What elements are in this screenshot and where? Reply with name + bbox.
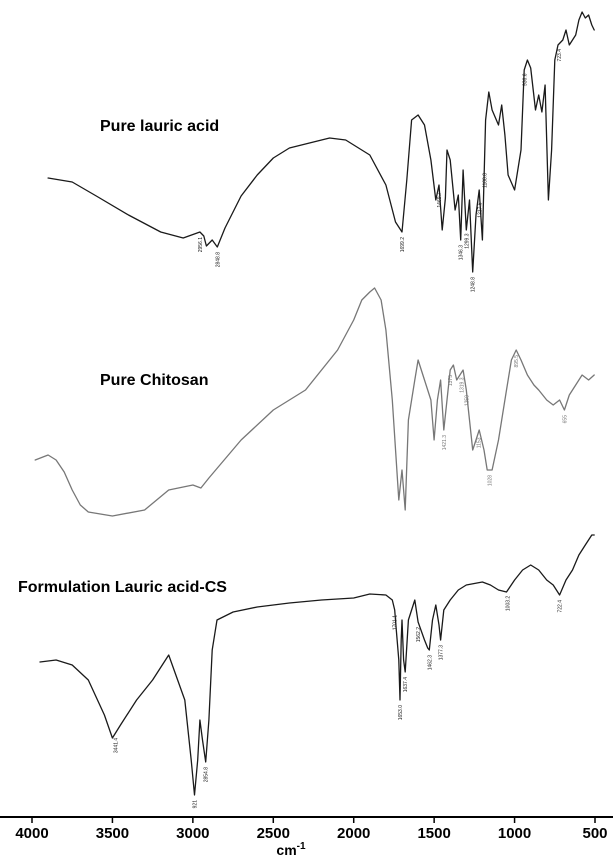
x-axis-unit-text: cm xyxy=(276,842,296,858)
peak-label: 1562.2 xyxy=(416,627,422,643)
peak-label: 1421.3 xyxy=(442,435,448,451)
peak-label: 1003.2 xyxy=(505,596,511,612)
peak-label: 1319.3 xyxy=(460,377,466,393)
x-axis-ticks: 4000 3500 3000 2500 2000 1500 1000 500 xyxy=(15,817,608,842)
spectrum-line-lauric-acid xyxy=(47,11,595,273)
spectrum-line-formulation xyxy=(39,534,595,796)
peak-label: 1377.3 xyxy=(439,645,445,661)
peak-label: 2956.1 xyxy=(198,237,204,253)
x-tick-label: 1500 xyxy=(417,825,450,842)
peak-label: 1299.3 xyxy=(465,233,471,249)
x-tick-label: 500 xyxy=(582,825,607,842)
spectrum-title-lauric-acid: Pure lauric acid xyxy=(100,118,219,135)
peak-label: 3441.4 xyxy=(114,738,120,754)
peak-label: 655 xyxy=(562,415,568,424)
spectrum-line-chitosan xyxy=(34,287,595,517)
peak-label: 1217.6 xyxy=(478,202,484,218)
peak-label: 1469.7 xyxy=(437,192,443,208)
peak-label: 1637.4 xyxy=(403,677,409,693)
peak-label: 936.6 xyxy=(523,73,529,86)
peak-label: 1188.8 xyxy=(482,173,488,188)
x-axis-unit-label: cm-1 xyxy=(276,841,306,858)
x-tick-label: 3000 xyxy=(176,825,209,842)
peak-label: 1028 xyxy=(488,475,494,486)
peak-label: 921 xyxy=(193,800,199,809)
peak-label: 2854.8 xyxy=(204,767,210,783)
x-tick-label: 1000 xyxy=(498,825,531,842)
peak-label: 1248.8 xyxy=(471,277,477,293)
peak-label: 1653.0 xyxy=(398,705,404,721)
peak-label: 1699.2 xyxy=(400,237,406,253)
peak-label: 895.5 xyxy=(514,355,520,368)
peak-label: 2848.8 xyxy=(215,252,221,268)
peak-label: 1462.3 xyxy=(427,655,433,671)
x-tick-label: 2000 xyxy=(337,825,370,842)
peak-label: 723.4 xyxy=(557,49,563,62)
x-tick-label: 2500 xyxy=(257,825,290,842)
peak-label: 1375 xyxy=(448,375,454,386)
peak-label: 1153 xyxy=(476,437,482,448)
x-tick-label: 3500 xyxy=(96,825,129,842)
x-axis-unit-exponent: -1 xyxy=(297,841,306,852)
x-tick-label: 4000 xyxy=(15,825,48,842)
spectrum-title-formulation: Formulation Lauric acid-CS xyxy=(18,579,227,596)
peak-label: 1259 xyxy=(464,395,470,406)
peak-label: 722.4 xyxy=(558,600,564,613)
spectrum-traces xyxy=(34,11,595,796)
peak-label: 1346.3 xyxy=(459,245,465,261)
peak-label: 1701.1 xyxy=(393,615,399,631)
spectrum-title-chitosan: Pure Chitosan xyxy=(100,372,208,389)
